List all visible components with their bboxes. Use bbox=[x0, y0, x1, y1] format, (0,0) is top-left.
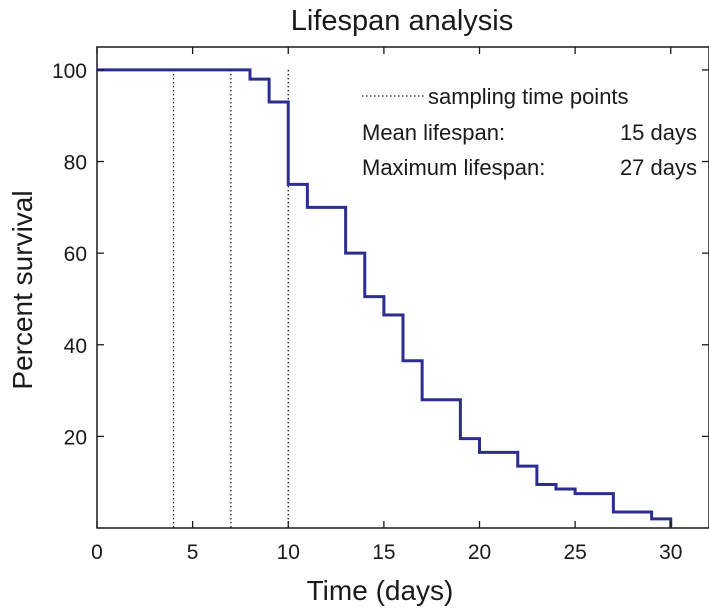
legend: sampling time points Mean lifespan: 15 d… bbox=[362, 84, 697, 180]
y-tick-label: 60 bbox=[64, 243, 87, 266]
x-axis-label: Time (days) bbox=[307, 575, 454, 606]
y-tick-label: 100 bbox=[52, 60, 87, 83]
sampling-lines bbox=[174, 70, 289, 528]
chart-title: Lifespan analysis bbox=[291, 5, 513, 37]
y-tick-label: 40 bbox=[64, 335, 87, 358]
x-tick-label: 15 bbox=[372, 541, 395, 564]
y-tick-label: 20 bbox=[64, 426, 87, 449]
max-lifespan-value: 27 days bbox=[620, 155, 697, 180]
y-axis-label: Percent survival bbox=[7, 190, 38, 389]
y-axis-ticks: 20 40 60 80 100 bbox=[52, 60, 709, 449]
x-tick-label: 10 bbox=[277, 541, 300, 564]
x-tick-label: 30 bbox=[659, 541, 682, 564]
x-tick-label: 5 bbox=[187, 541, 199, 564]
x-tick-label: 0 bbox=[91, 541, 103, 564]
max-lifespan-label: Maximum lifespan: bbox=[362, 155, 545, 180]
mean-lifespan-label: Mean lifespan: bbox=[362, 120, 505, 145]
x-tick-label: 20 bbox=[468, 541, 491, 564]
sampling-legend-label: sampling time points bbox=[428, 84, 629, 109]
mean-lifespan-value: 15 days bbox=[620, 120, 697, 145]
x-tick-label: 25 bbox=[563, 541, 586, 564]
y-tick-label: 80 bbox=[64, 152, 87, 175]
